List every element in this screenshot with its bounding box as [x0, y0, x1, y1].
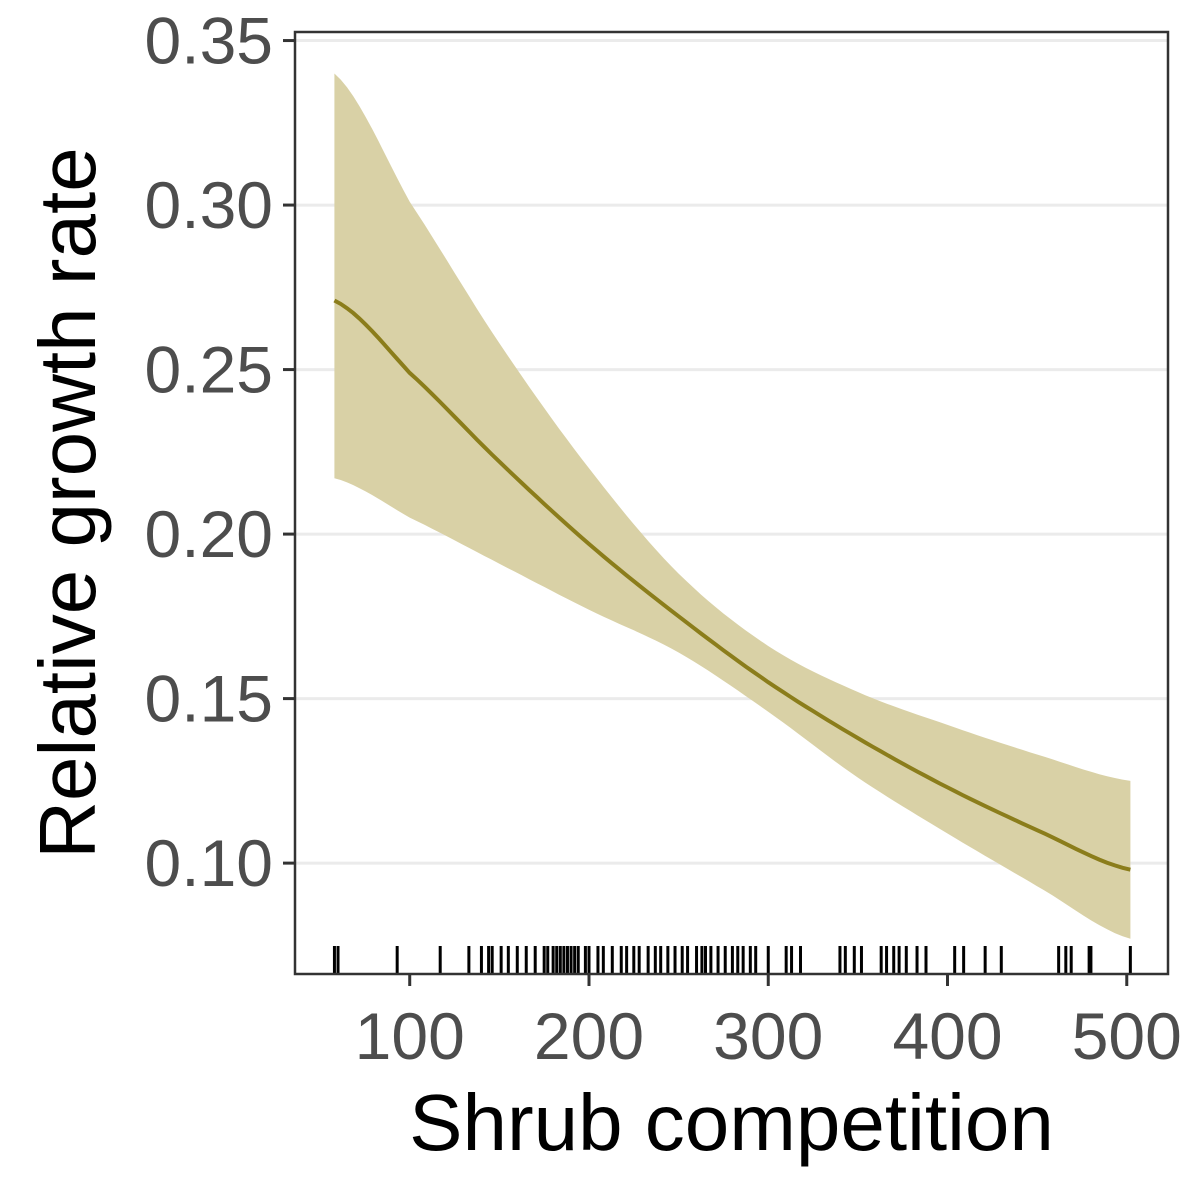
x-tick-label-2: 300 [713, 999, 823, 1073]
x-tick-label-1: 200 [534, 999, 644, 1073]
y-axis-title: Relative growth rate [23, 147, 112, 858]
y-tick-label-3: 0.25 [145, 333, 273, 407]
confidence-band-group [334, 73, 1131, 939]
x-tick-label-0: 100 [355, 999, 465, 1073]
fit-line-group [333, 298, 1131, 872]
axes: 100 200 300 400 500 0.10 0.15 0.20 0.25 0.30 0.35 [145, 4, 1182, 1073]
x-tick-label-3: 400 [892, 999, 1002, 1073]
rug-marks [332, 946, 1132, 974]
fit-line [333, 298, 1131, 872]
y-tick-label-2: 0.20 [145, 497, 273, 571]
y-tick-label-4: 0.30 [145, 168, 273, 242]
x-tick-label-4: 500 [1072, 999, 1182, 1073]
panel-border [293, 30, 1170, 976]
x-axis-title: Shrub competition [409, 1078, 1054, 1167]
y-tick-label-1: 0.15 [145, 662, 273, 736]
y-tick-label-0: 0.10 [145, 826, 273, 900]
y-tick-label-5: 0.35 [145, 4, 273, 78]
confidence-band [334, 73, 1131, 939]
